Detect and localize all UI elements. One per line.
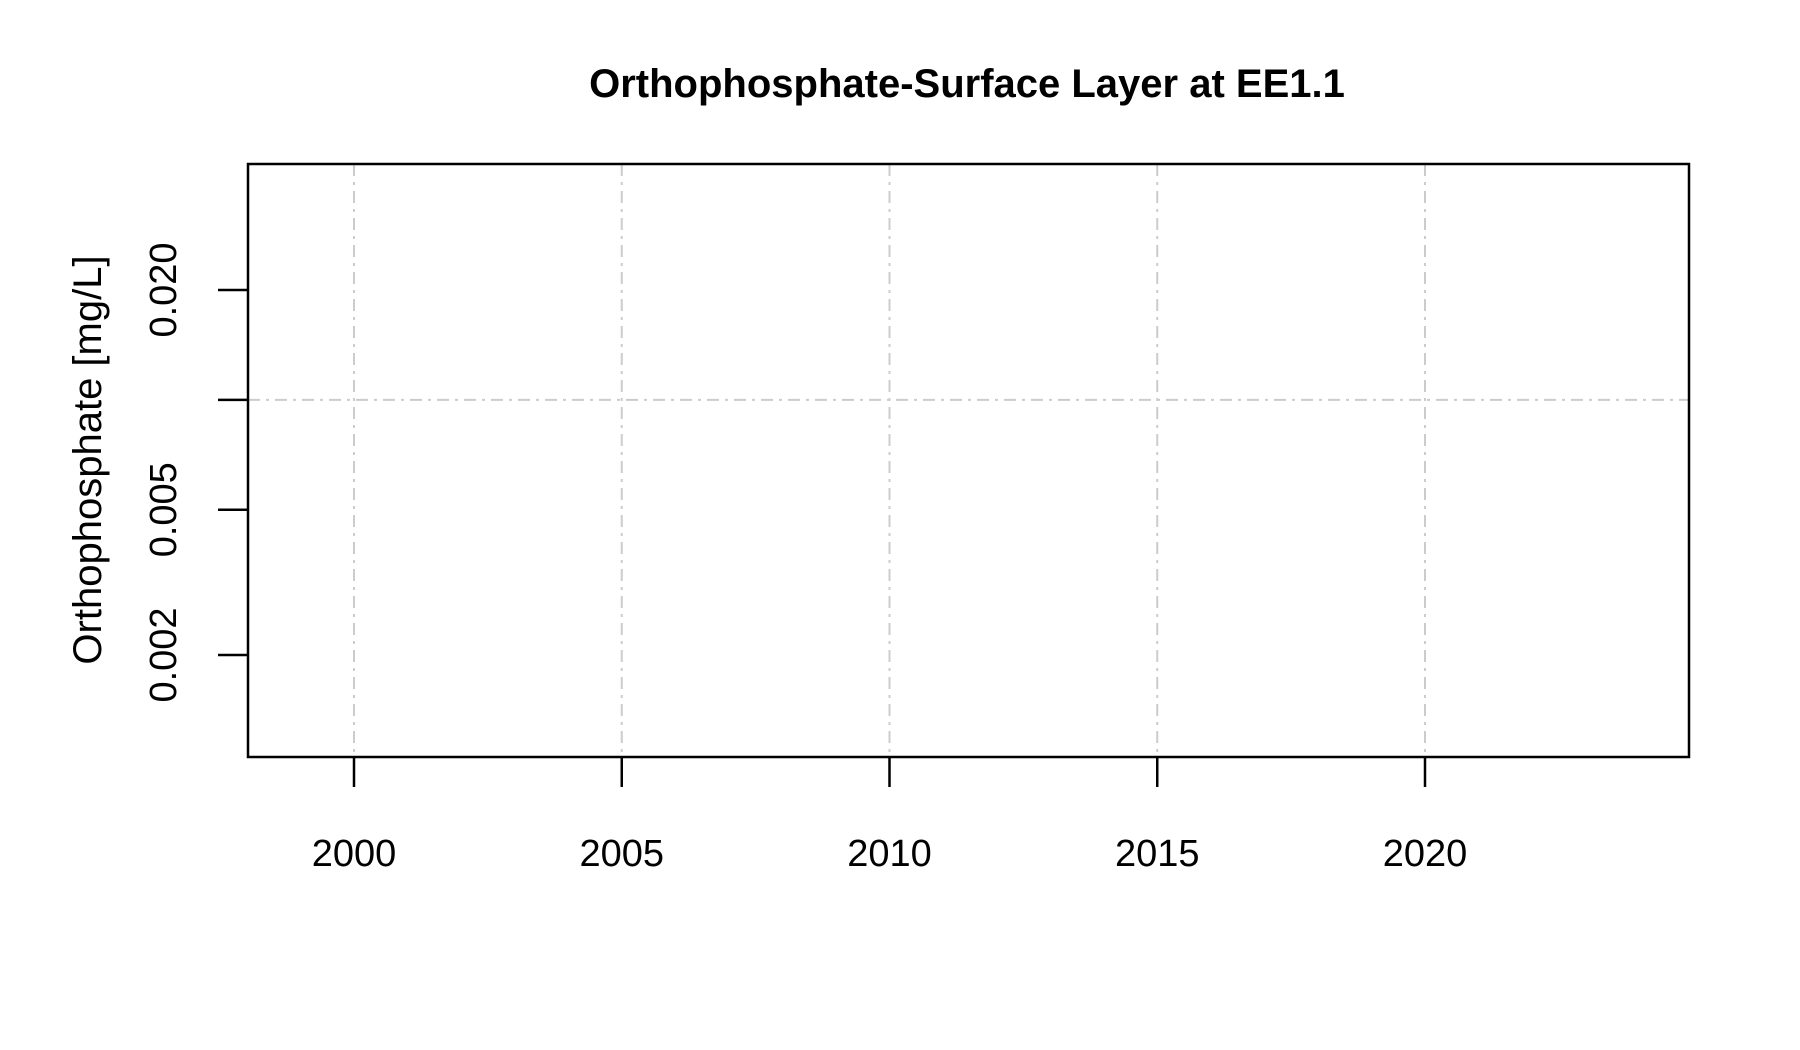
x-tick-label: 2010 xyxy=(847,833,932,875)
x-tick-label: 2020 xyxy=(1383,833,1468,875)
y-tick-label: 0.002 xyxy=(143,607,185,702)
y-tick-label: 0.020 xyxy=(143,242,185,337)
chart-title: Orthophosphate-Surface Layer at EE1.1 xyxy=(589,62,1345,106)
x-tick-label: 2015 xyxy=(1115,833,1200,875)
x-tick-label: 2000 xyxy=(312,833,397,875)
y-axis-label: Orthophosphate [mg/L] xyxy=(66,255,110,664)
x-axis: 2000 2005 2010 2015 2020 xyxy=(312,757,1468,875)
x-tick-label: 2005 xyxy=(579,833,664,875)
y-axis: 0.002 0.005 0.020 xyxy=(143,242,248,703)
y-tick-label: 0.005 xyxy=(143,462,185,557)
plot-area-frame xyxy=(246,162,1691,759)
grid-lines xyxy=(248,164,1689,757)
